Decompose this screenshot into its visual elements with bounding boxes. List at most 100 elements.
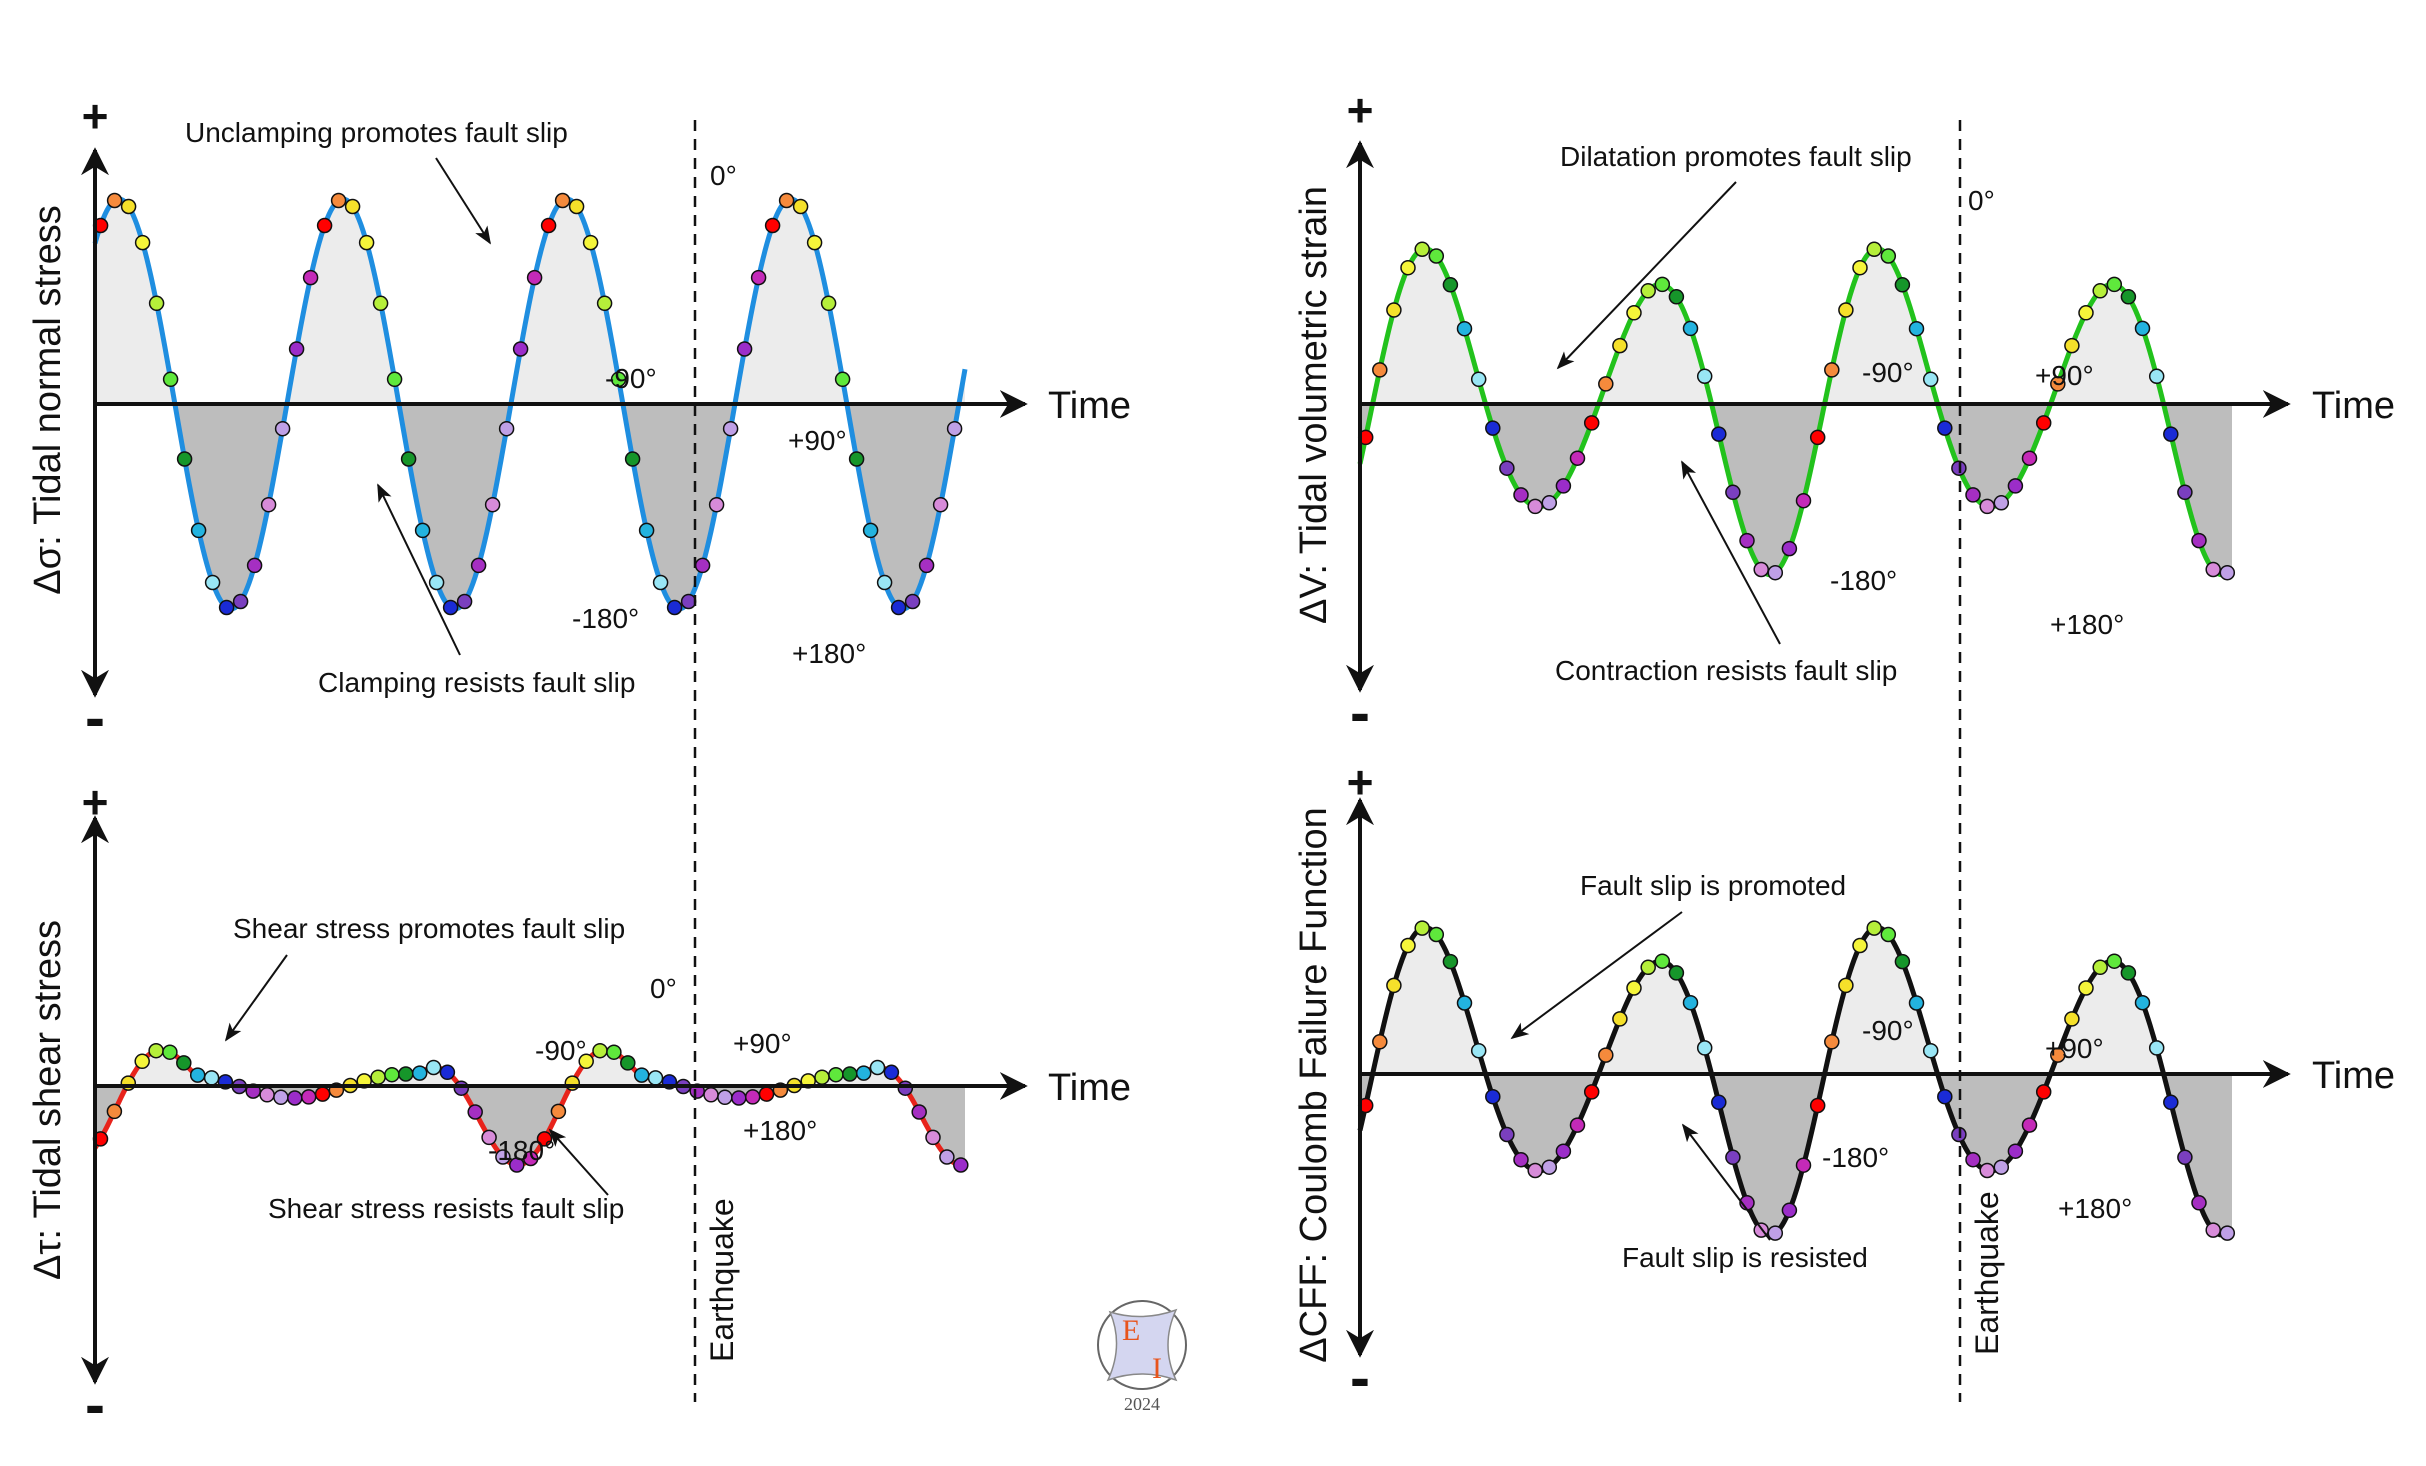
- shear-stress-phase-marker: [453, 1080, 470, 1096]
- shear-stress-annotation-top-arrow: [224, 954, 288, 1042]
- normal-stress-phase-marker: [666, 599, 683, 616]
- coulomb-phase-marker: [2092, 959, 2108, 976]
- coulomb-phase-marker: [1569, 1117, 1586, 1133]
- shear-stress-annotation-bottom: Shear stress resists fault slip: [268, 1193, 624, 1224]
- coulomb-phase-minus-180: -180°: [1822, 1142, 1889, 1173]
- volumetric-strain-phase-marker: [1541, 495, 1558, 511]
- shear-stress-phase-plus-180: +180°: [743, 1115, 817, 1146]
- normal-stress-annotation-bottom: Clamping resists fault slip: [318, 667, 635, 698]
- volumetric-strain-phase-marker: [2191, 532, 2207, 549]
- volumetric-strain-phase-marker: [2134, 320, 2151, 337]
- normal-stress-phase-marker: [736, 341, 753, 357]
- coulomb-annotation-top: Fault slip is promoted: [1580, 870, 1846, 901]
- shear-stress-positive-area: [95, 1049, 965, 1086]
- shear-stress-phase-marker: [162, 1044, 178, 1060]
- normal-stress-phase-marker: [750, 269, 767, 286]
- coulomb-phase-marker: [1654, 953, 1671, 969]
- volumetric-strain-phase-marker: [1583, 415, 1600, 431]
- normal-stress-x-label: Time: [1048, 385, 1131, 427]
- shear-stress-phase-marker: [606, 1044, 622, 1060]
- coulomb-phase-marker: [1979, 1162, 1995, 1179]
- coulomb-phase-marker: [1809, 1097, 1826, 1114]
- coulomb-phase-marker: [1612, 1011, 1628, 1027]
- normal-stress-phase-marker: [344, 198, 361, 215]
- coulomb-phase-plus-180: +180°: [2058, 1193, 2132, 1224]
- normal-stress-annotation-bottom-arrow: [377, 483, 461, 656]
- coulomb-phase-marker: [2078, 980, 2094, 996]
- volumetric-strain-annotation-top: Dilatation promotes fault slip: [1560, 141, 1912, 172]
- shear-stress-plus-sign: +: [82, 776, 109, 828]
- coulomb-phase-marker: [1541, 1159, 1558, 1175]
- normal-stress-phase-marker: [792, 198, 809, 215]
- normal-stress-phase-marker: [470, 557, 487, 574]
- normal-stress-phase-0: 0°: [710, 160, 737, 191]
- volumetric-strain-phase-marker: [2120, 289, 2137, 305]
- normal-stress-phase-marker: [610, 371, 627, 388]
- shear-stress-phase-marker: [883, 1064, 900, 1081]
- normal-stress-phase-marker: [246, 557, 263, 574]
- coulomb-phase-marker: [1767, 1225, 1784, 1241]
- normal-stress-phase-plus-180: +180°: [792, 638, 866, 669]
- normal-stress-phase-marker: [624, 451, 641, 467]
- volumetric-strain-phase-marker: [1824, 362, 1840, 378]
- coulomb-phase-marker: [1880, 926, 1897, 943]
- volumetric-strain-phase-marker: [1485, 420, 1501, 436]
- volumetric-strain-phase-marker: [1979, 498, 1995, 515]
- normal-stress-phase-marker: [638, 522, 655, 539]
- shear-stress-phase-marker: [259, 1087, 275, 1103]
- coulomb-phase-marker: [2177, 1149, 2193, 1166]
- coulomb-phase-marker: [1795, 1157, 1812, 1173]
- normal-stress-phase-marker: [764, 217, 781, 234]
- shear-stress-phase-marker: [425, 1059, 442, 1076]
- volumetric-strain-phase-marker: [2092, 283, 2108, 299]
- volumetric-strain-phase-marker: [1711, 426, 1727, 442]
- coulomb-phase-marker: [2050, 1047, 2066, 1063]
- shear-stress-y-label: Δτ: Tidal shear stress: [27, 920, 69, 1280]
- shear-stress-phase-marker: [189, 1067, 206, 1083]
- shear-stress-phase-marker: [495, 1149, 511, 1165]
- volumetric-strain-phase-marker: [2219, 564, 2236, 581]
- shear-stress-phase-marker: [717, 1089, 733, 1106]
- shear-stress-phase-marker: [203, 1070, 220, 1086]
- volumetric-strain-plus-sign: +: [1347, 84, 1374, 136]
- coulomb-phase-marker: [1470, 1042, 1487, 1059]
- shear-stress-phase-marker: [467, 1104, 483, 1120]
- shear-stress-phase-marker: [855, 1065, 872, 1081]
- normal-stress-plus-sign: +: [82, 90, 109, 142]
- shear-stress-phase-marker: [758, 1086, 775, 1102]
- coulomb-phase-marker: [2064, 1011, 2080, 1027]
- shear-stress-phase-marker: [939, 1149, 955, 1165]
- shear-stress-phase-marker: [411, 1065, 428, 1081]
- coulomb-phase-marker: [1965, 1151, 1981, 1168]
- volumetric-strain-positive-area: [1360, 248, 2232, 404]
- coulomb-positive-area: [1360, 927, 2232, 1074]
- coulomb-y-label: ΔCFF: Coulomb Failure Function: [1293, 807, 1335, 1362]
- coulomb-phase-marker: [1640, 959, 1656, 976]
- volumetric-strain-fill: [1360, 248, 2232, 575]
- shear-stress-phase-marker: [522, 1150, 539, 1167]
- shear-stress-phase-0: 0°: [650, 973, 677, 1004]
- volumetric-strain-phase-marker: [1598, 376, 1614, 392]
- coulomb-phase-marker: [2219, 1225, 2236, 1241]
- coulomb-phase-marker: [1866, 920, 1882, 936]
- volumetric-strain-phase-marker: [2021, 450, 2038, 466]
- shear-stress-phase-marker: [148, 1042, 164, 1059]
- normal-stress-phase-minus-90: -90°: [605, 363, 657, 394]
- volumetric-strain-phase-marker: [1513, 487, 1529, 503]
- normal-stress-phase-marker: [694, 557, 711, 574]
- normal-stress-phase-marker: [456, 593, 473, 610]
- shear-stress-panel: + - Δτ: Tidal shear stress Time Shear st…: [27, 776, 1131, 1438]
- coulomb-negative-area: [1360, 1074, 2232, 1235]
- normal-stress-phase-marker: [890, 599, 907, 616]
- normal-stress-phase-marker: [932, 496, 949, 513]
- normal-stress-phase-marker: [372, 295, 389, 312]
- shear-stress-negative-area: [95, 1086, 965, 1165]
- coulomb-phase-marker: [2191, 1195, 2207, 1211]
- shear-stress-phase-minus-90: -90°: [535, 1035, 587, 1066]
- volumetric-strain-phase-marker: [1442, 277, 1459, 293]
- volumetric-strain-phase-marker: [1626, 305, 1642, 321]
- shear-stress-minus-sign: -: [85, 1371, 105, 1438]
- normal-stress-phase-marker: [862, 522, 879, 539]
- coulomb-phase-marker: [1682, 994, 1699, 1011]
- coulomb-phase-marker: [2106, 953, 2123, 969]
